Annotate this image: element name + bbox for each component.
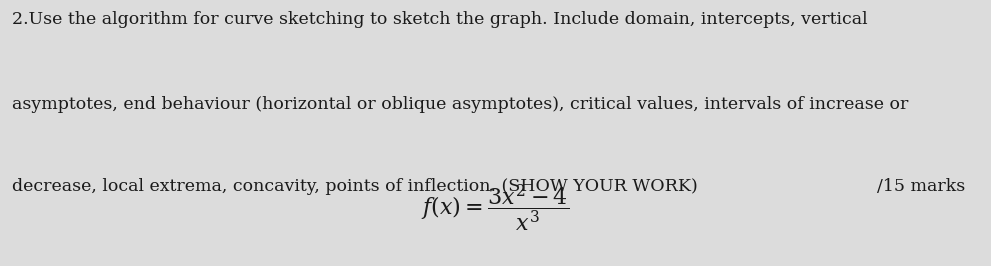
Text: 2.Use the algorithm for curve sketching to sketch the graph. Include domain, int: 2.Use the algorithm for curve sketching … (12, 11, 867, 28)
Text: asymptotes, end behaviour (horizontal or oblique asymptotes), critical values, i: asymptotes, end behaviour (horizontal or… (12, 96, 909, 113)
Text: decrease, local extrema, concavity, points of inflection. (SHOW YOUR WORK): decrease, local extrema, concavity, poin… (12, 178, 698, 195)
Text: $f(x) = \dfrac{3x^2-4}{x^3}$: $f(x) = \dfrac{3x^2-4}{x^3}$ (421, 182, 570, 234)
Text: /15 marks: /15 marks (877, 178, 965, 195)
